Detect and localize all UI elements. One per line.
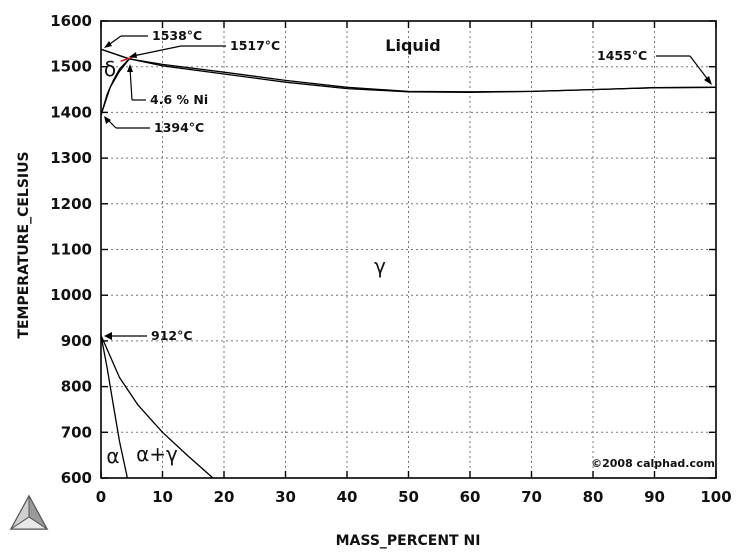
annotation-912: 912°C	[104, 328, 193, 343]
y-tick-label: 1000	[50, 286, 92, 304]
y-tick-label: 1200	[50, 195, 92, 213]
y-tick-label: 1100	[50, 241, 92, 259]
annotation-1517: 1517°C	[129, 38, 280, 58]
y-tick-label: 900	[61, 332, 92, 350]
phase-label-gamma: γ	[374, 254, 386, 278]
annotation-4-6-ni: 4.6 % Ni	[127, 64, 208, 107]
annotation-1538: 1538°C	[104, 28, 202, 48]
phase-boundaries	[100, 48, 717, 479]
annotation-1455: 1455°C	[597, 48, 712, 85]
annotation-text: 1455°C	[597, 48, 647, 63]
x-tick-label: 80	[583, 488, 604, 506]
phase-label-alpha-gamma: α+γ	[136, 442, 178, 466]
y-tick-label: 800	[61, 378, 92, 396]
y-axis-label: TEMPERATURE_CELSIUS	[16, 151, 32, 338]
annotation-text: 1517°C	[230, 38, 280, 53]
x-tick-label: 60	[460, 488, 481, 506]
x-tick-label: 20	[214, 488, 235, 506]
phase-boundary-line	[100, 48, 717, 93]
plot-frame	[100, 20, 717, 479]
y-tick-label: 1400	[50, 103, 92, 121]
x-axis-label: MASS_PERCENT NI	[336, 533, 481, 549]
annotation-text: 1394°C	[154, 120, 204, 135]
copyright-text: ©2008 calphad.com	[591, 457, 715, 470]
y-axis-ticks: 600 700 800 900 1000 1100 1200 1300 1400 1500 1600	[50, 12, 716, 487]
phase-label-alpha: α	[106, 444, 119, 468]
y-tick-label: 1500	[50, 58, 92, 76]
calphad-logo	[9, 494, 49, 530]
x-tick-label: 70	[521, 488, 542, 506]
phase-boundary-line	[100, 335, 214, 479]
x-tick-label: 50	[398, 488, 419, 506]
x-tick-label: 40	[337, 488, 358, 506]
x-tick-label: 10	[152, 488, 173, 506]
x-tick-label: 30	[275, 488, 296, 506]
plot-border	[100, 20, 717, 479]
phase-boundary-line	[100, 58, 130, 116]
annotation-text: 912°C	[151, 328, 193, 343]
phase-label-liquid: Liquid	[385, 36, 440, 55]
phase-label-delta: δ	[104, 57, 116, 81]
peritectic-highlight	[120, 55, 135, 62]
y-tick-label: 600	[61, 469, 92, 487]
x-tick-label: 90	[644, 488, 665, 506]
y-tick-label: 1300	[50, 149, 92, 167]
y-tick-label: 1600	[50, 12, 92, 30]
x-tick-label: 0	[96, 488, 106, 506]
x-axis-ticks: 0 10 20 30 40 50 60 70 80 90 100	[96, 21, 732, 506]
y-tick-label: 700	[61, 423, 92, 441]
grid	[101, 21, 716, 478]
annotation-1394: 1394°C	[104, 116, 204, 135]
annotation-text: 1538°C	[152, 28, 202, 43]
annotation-text: 4.6 % Ni	[150, 92, 208, 107]
x-tick-label: 100	[700, 488, 731, 506]
phase-boundary-line	[100, 335, 129, 479]
